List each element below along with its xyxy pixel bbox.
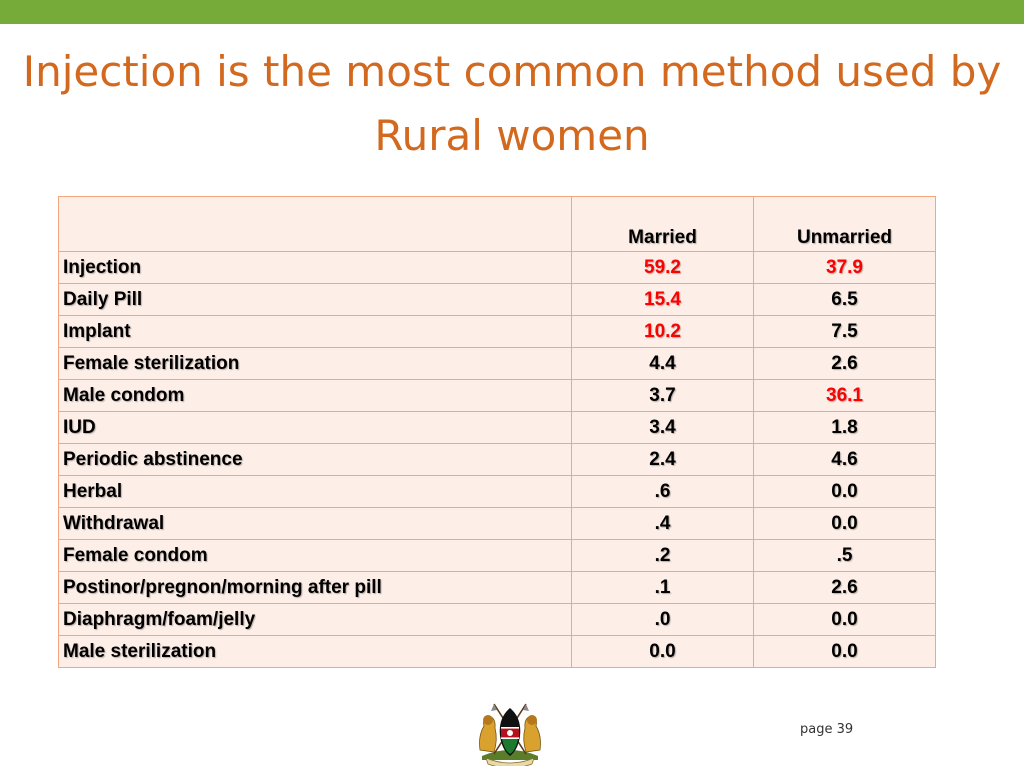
table-row: Daily Pill 15.4 6.5 (58, 283, 936, 316)
cell-unmarried: 0.0 (753, 475, 936, 508)
cell-unmarried: 0.0 (753, 507, 936, 540)
table-body: Injection 59.2 37.9 Daily Pill 15.4 6.5 Implan… (58, 251, 936, 668)
header-method (58, 196, 572, 252)
cell-married: 10.2 (571, 315, 754, 348)
cell-method: Periodic abstinence (58, 443, 572, 476)
cell-married: 0.0 (571, 635, 754, 668)
cell-method: Postinor/pregnon/morning after pill (58, 571, 572, 604)
header-married: Married (571, 196, 754, 252)
cell-unmarried: 4.6 (753, 443, 936, 476)
cell-method: Daily Pill (58, 283, 572, 316)
contraceptive-method-table: Married Unmarried Injection 59.2 37.9 Daily… (58, 196, 936, 668)
cell-unmarried: 36.1 (753, 379, 936, 412)
table-row: Postinor/pregnon/morning after pill .1 2.6 (58, 571, 936, 604)
table-row: Male sterilization 0.0 0.0 (58, 635, 936, 668)
kenya-coat-of-arms-icon (479, 703, 541, 766)
cell-unmarried: 2.6 (753, 571, 936, 604)
cell-method: Male sterilization (58, 635, 572, 668)
table-row: Female condom .2.5 (58, 539, 936, 572)
slide-title: Injection is the most common method used… (22, 47, 1002, 160)
table-row: IUD 3.4 1.8 (58, 411, 936, 444)
cell-method: Implant (58, 315, 572, 348)
table-row: Male condom 3.7 36.1 (58, 379, 936, 412)
cell-unmarried: 7.5 (753, 315, 936, 348)
method-table-container: Married Unmarried Injection 59.2 37.9 Daily… (58, 196, 936, 668)
cell-unmarried: 6.5 (753, 283, 936, 316)
cell-married: 59.2 (571, 251, 754, 284)
table-row: Herbal .6 0.0 (58, 475, 936, 508)
cell-method: Male condom (58, 379, 572, 412)
table-row: Implant 10.2 7.5 (58, 315, 936, 348)
cell-method: IUD (58, 411, 572, 444)
cell-method: Withdrawal (58, 507, 572, 540)
cell-unmarried: 37.9 (753, 251, 936, 284)
cell-married: 3.7 (571, 379, 754, 412)
cell-married: 3.4 (571, 411, 754, 444)
table-row: Periodic abstinence 2.4 4.6 (58, 443, 936, 476)
table-row: Withdrawal .4 0.0 (58, 507, 936, 540)
cell-unmarried: 2.6 (753, 347, 936, 380)
cell-method: Herbal (58, 475, 572, 508)
header-unmarried: Unmarried (753, 196, 936, 252)
cell-unmarried: 0.0 (753, 635, 936, 668)
table-row: Injection 59.2 37.9 (58, 251, 936, 284)
page-number: page 39 (800, 722, 854, 737)
table-row: Female sterilization 4.4 2.6 (58, 347, 936, 380)
cell-married: .4 (571, 507, 754, 540)
cell-married: 15.4 (571, 283, 754, 316)
cell-method: Female sterilization (58, 347, 572, 380)
cell-married: .6 (571, 475, 754, 508)
cell-unmarried: 0.0 (753, 603, 936, 636)
cell-method: Injection (58, 251, 572, 284)
cell-married: .1 (571, 571, 754, 604)
cell-married: .0 (571, 603, 754, 636)
cell-married: 4.4 (571, 347, 754, 380)
cell-married: .2 (571, 539, 754, 572)
cell-married: 2.4 (571, 443, 754, 476)
cell-unmarried: .5 (753, 539, 936, 572)
cell-method: Female condom (58, 539, 572, 572)
top-accent-bar (0, 0, 1024, 24)
table-header-row: Married Unmarried (58, 196, 936, 252)
cell-unmarried: 1.8 (753, 411, 936, 444)
table-row: Diaphragm/foam/jelly .0 0.0 (58, 603, 936, 636)
cell-method: Diaphragm/foam/jelly (58, 603, 572, 636)
